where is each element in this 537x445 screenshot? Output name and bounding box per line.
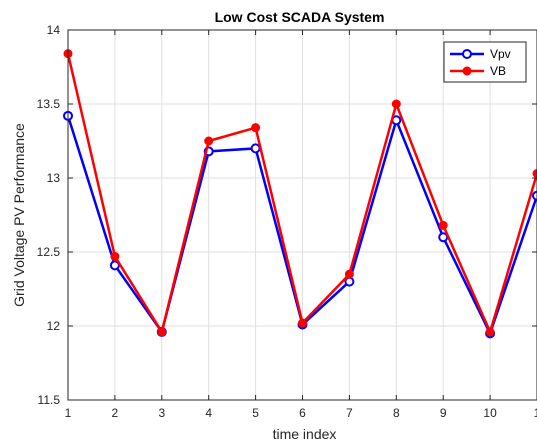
- data-point: [391, 99, 401, 109]
- axes-box: [67, 29, 537, 401]
- data-point: [250, 143, 261, 154]
- data-point: [110, 251, 120, 261]
- legend-marker: [462, 49, 472, 59]
- data-point: [344, 269, 354, 279]
- x-tick-label: 3: [158, 406, 165, 420]
- x-tick-label: 7: [346, 406, 353, 420]
- x-tick-label: 10: [483, 406, 497, 420]
- data-point: [157, 327, 167, 337]
- data-point: [204, 136, 214, 146]
- x-axis-label: time index: [273, 426, 337, 442]
- data-point: [251, 123, 261, 133]
- x-tick-label: 4: [205, 406, 212, 420]
- legend-box: [443, 41, 527, 83]
- x-tick-label: 8: [393, 406, 400, 420]
- legend-label: VB: [490, 64, 506, 78]
- data-point: [109, 260, 120, 271]
- x-tick-label: 2: [112, 406, 119, 420]
- legend-label: Vpv: [490, 47, 511, 61]
- x-tick-label: 1: [65, 406, 72, 420]
- legend-marker: [462, 66, 472, 76]
- y-tick-label: 12.5: [37, 245, 61, 259]
- x-tick-label: 6: [299, 406, 306, 420]
- y-tick-label: 13.5: [37, 97, 61, 111]
- data-point: [298, 318, 307, 328]
- x-tick-label: 1: [534, 406, 537, 420]
- legend: Vpv VB: [443, 41, 527, 83]
- y-tick-label: 14: [47, 23, 61, 37]
- data-point: [532, 190, 537, 201]
- y-axis-label: Grid Voltage PV Performance: [11, 123, 27, 307]
- data-point: [532, 169, 537, 179]
- data-point: [438, 220, 448, 230]
- y-tick-label: 12: [47, 319, 61, 333]
- data-point: [485, 327, 495, 337]
- y-tick-label: 13: [47, 171, 61, 185]
- x-tick-label: 9: [440, 406, 447, 420]
- series-layer: [63, 49, 537, 339]
- x-tick-label: 5: [252, 406, 259, 420]
- series-vb: [63, 49, 537, 337]
- chart-title: Low Cost SCADA System: [215, 9, 385, 25]
- y-tick-label: 11.5: [38, 393, 61, 407]
